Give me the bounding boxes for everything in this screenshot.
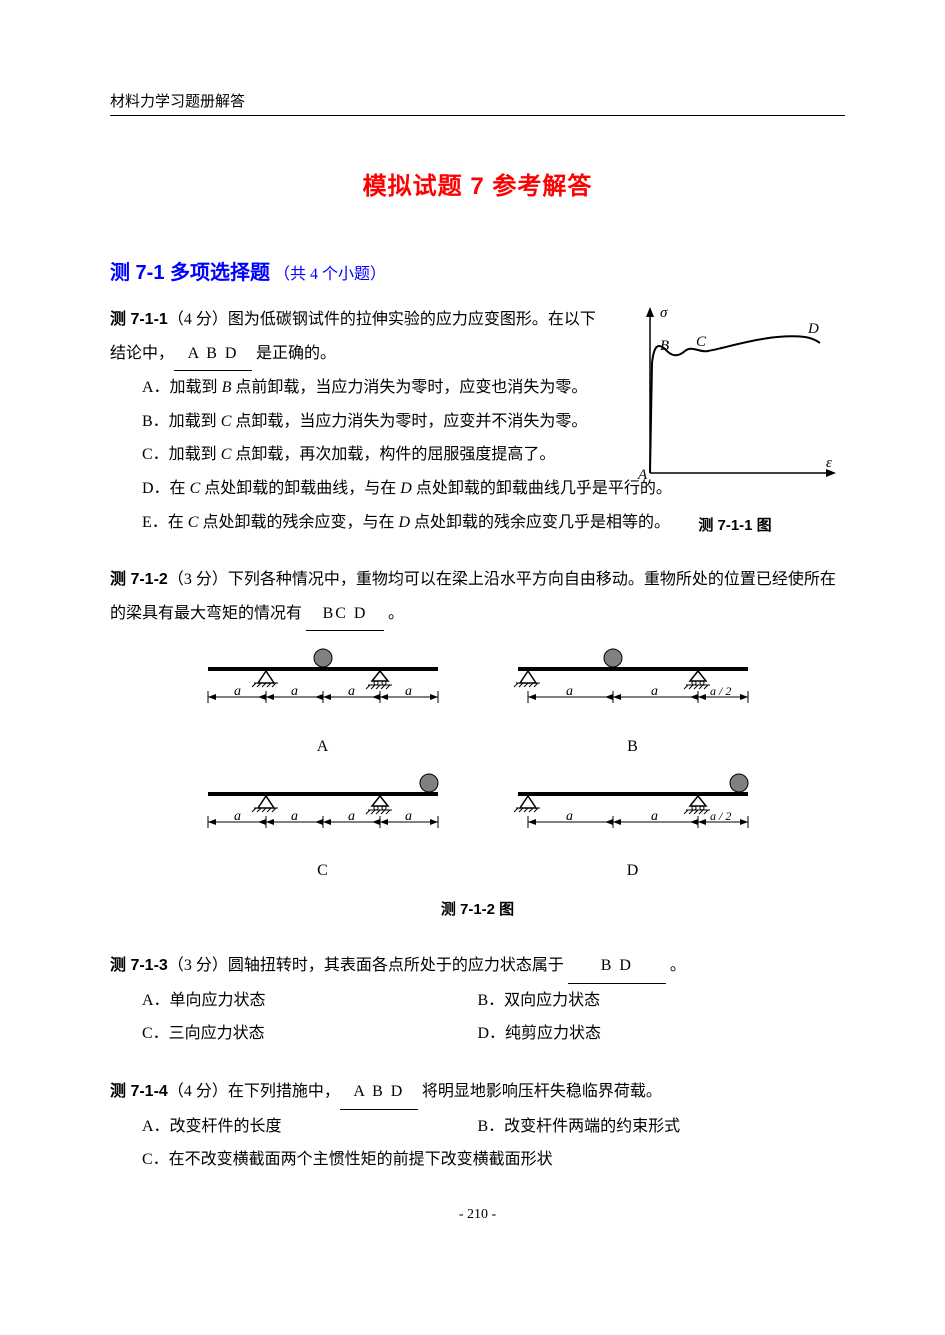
figure-caption: 测 7-1-2 图 — [110, 894, 845, 926]
beam-diagram-d: a a a / 2 — [508, 770, 758, 840]
running-header: 材料力学习题册解答 — [110, 90, 845, 116]
svg-text:a: a — [234, 684, 241, 699]
svg-text:B: B — [660, 338, 669, 354]
section-note: （共 4 个小题） — [274, 266, 386, 283]
beam-label: C — [198, 854, 448, 888]
beams-row-1: a a a a A — [110, 645, 845, 763]
beam-diagram-a: a a a a — [198, 645, 448, 715]
svg-text:a: a — [348, 684, 355, 699]
q-points: （4 分） — [168, 1083, 228, 1100]
q-label: 测 7-1-1 — [110, 311, 168, 328]
svg-text:a / 2: a / 2 — [710, 684, 731, 698]
q-label: 测 7-1-2 — [110, 571, 168, 588]
svg-text:a / 2: a / 2 — [710, 809, 731, 823]
stem-text: 圆轴扭转时，其表面各点所处于的应力状态属于 — [228, 957, 568, 974]
stem-tail: 。 — [666, 957, 686, 974]
svg-text:C: C — [696, 334, 707, 350]
answer-blank: A B D — [174, 337, 252, 372]
q-label: 测 7-1-3 — [110, 957, 168, 974]
question-7-1-4: 测 7-1-4（4 分）在下列措施中，A B D 将明显地影响压杆失稳临界荷载。… — [110, 1075, 845, 1177]
answer-blank: BC D — [306, 597, 384, 632]
option-b: B．改变杆件两端的约束形式 — [478, 1110, 846, 1144]
svg-text:a: a — [405, 684, 412, 699]
option-c: C．加载到 C 点卸载，再次加载，构件的屈服强度提高了。 — [110, 438, 600, 472]
main-title: 模拟试题 7 参考解答 — [110, 166, 845, 201]
svg-text:a: a — [348, 809, 355, 824]
q-points: （4 分） — [168, 311, 228, 328]
figure-7-1-1: σ ε A B C D 测 7-1-1 图 — [625, 303, 845, 541]
answer-blank: A B D — [340, 1075, 418, 1110]
svg-text:a: a — [651, 684, 658, 699]
option-b: B．双向应力状态 — [478, 984, 846, 1018]
stem-tail: 。 — [384, 605, 404, 622]
answer-blank: B D — [568, 949, 666, 984]
svg-text:a: a — [291, 684, 298, 699]
beam-label: B — [508, 730, 758, 764]
question-7-1-1: σ ε A B C D 测 7-1-1 图 测 7-1-1（4 分）图为低碳钢试… — [110, 303, 845, 539]
svg-text:A: A — [637, 467, 648, 483]
options-row-1: A．改变杆件的长度 B．改变杆件两端的约束形式 — [110, 1110, 845, 1144]
beam-diagram-c: a a a a — [198, 770, 448, 840]
page: 材料力学习题册解答 模拟试题 7 参考解答 测 7-1 多项选择题 （共 4 个… — [0, 0, 945, 1263]
beam-a: a a a a A — [198, 645, 448, 763]
beam-label: D — [508, 854, 758, 888]
beams-row-2: a a a a C — [110, 770, 845, 888]
section-heading-row: 测 7-1 多项选择题 （共 4 个小题） — [110, 256, 845, 285]
question-7-1-3: 测 7-1-3（3 分）圆轴扭转时，其表面各点所处于的应力状态属于 B D 。 … — [110, 949, 845, 1051]
option-c: C．在不改变横截面两个主惯性矩的前提下改变横截面形状 — [110, 1143, 845, 1177]
option-a: A．单向应力状态 — [110, 984, 478, 1018]
stem-text: 在下列措施中， — [228, 1083, 340, 1100]
option-a: A．改变杆件的长度 — [110, 1110, 478, 1144]
beam-d: a a a / 2 D — [508, 770, 758, 888]
question-7-1-2: 测 7-1-2（3 分）下列各种情况中，重物均可以在梁上沿水平方向自由移动。重物… — [110, 563, 845, 925]
section-title: 测 7-1 多项选择题 — [110, 262, 270, 284]
beam-c: a a a a C — [198, 770, 448, 888]
svg-text:a: a — [566, 684, 573, 699]
svg-text:a: a — [651, 809, 658, 824]
option-a: A．加载到 B 点前卸载，当应力消失为零时，应变也消失为零。 — [110, 371, 600, 405]
beam-label: A — [198, 730, 448, 764]
options-row-1: A．单向应力状态 B．双向应力状态 — [110, 984, 845, 1018]
svg-text:ε: ε — [826, 455, 832, 471]
svg-text:σ: σ — [660, 305, 668, 321]
figure-7-1-2: a a a a A — [110, 645, 845, 925]
figure-caption: 测 7-1-1 图 — [625, 510, 845, 542]
options-row-2: C．三向应力状态 D．纯剪应力状态 — [110, 1017, 845, 1051]
page-number: - 210 - — [110, 1207, 845, 1223]
svg-text:a: a — [405, 809, 412, 824]
beam-b: a a a / 2 B — [508, 645, 758, 763]
option-b: B．加载到 C 点卸载，当应力消失为零时，应变并不消失为零。 — [110, 405, 600, 439]
q-points: （3 分） — [168, 957, 228, 974]
svg-text:a: a — [566, 809, 573, 824]
beam-diagram-b: a a a / 2 — [508, 645, 758, 715]
q-label: 测 7-1-4 — [110, 1083, 168, 1100]
stem-text: 是正确的。 — [252, 345, 336, 362]
q1-stem-wrap: 测 7-1-1（4 分）图为低碳钢试件的拉伸实验的应力应变图形。在以下结论中，A… — [110, 303, 600, 472]
svg-text:D: D — [807, 321, 819, 337]
q-points: （3 分） — [168, 571, 228, 588]
option-d: D．纯剪应力状态 — [478, 1017, 846, 1051]
stem-tail: 将明显地影响压杆失稳临界荷载。 — [418, 1083, 662, 1100]
option-c: C．三向应力状态 — [110, 1017, 478, 1051]
svg-text:a: a — [234, 809, 241, 824]
stress-strain-chart: σ ε A B C D — [630, 303, 840, 493]
svg-text:a: a — [291, 809, 298, 824]
